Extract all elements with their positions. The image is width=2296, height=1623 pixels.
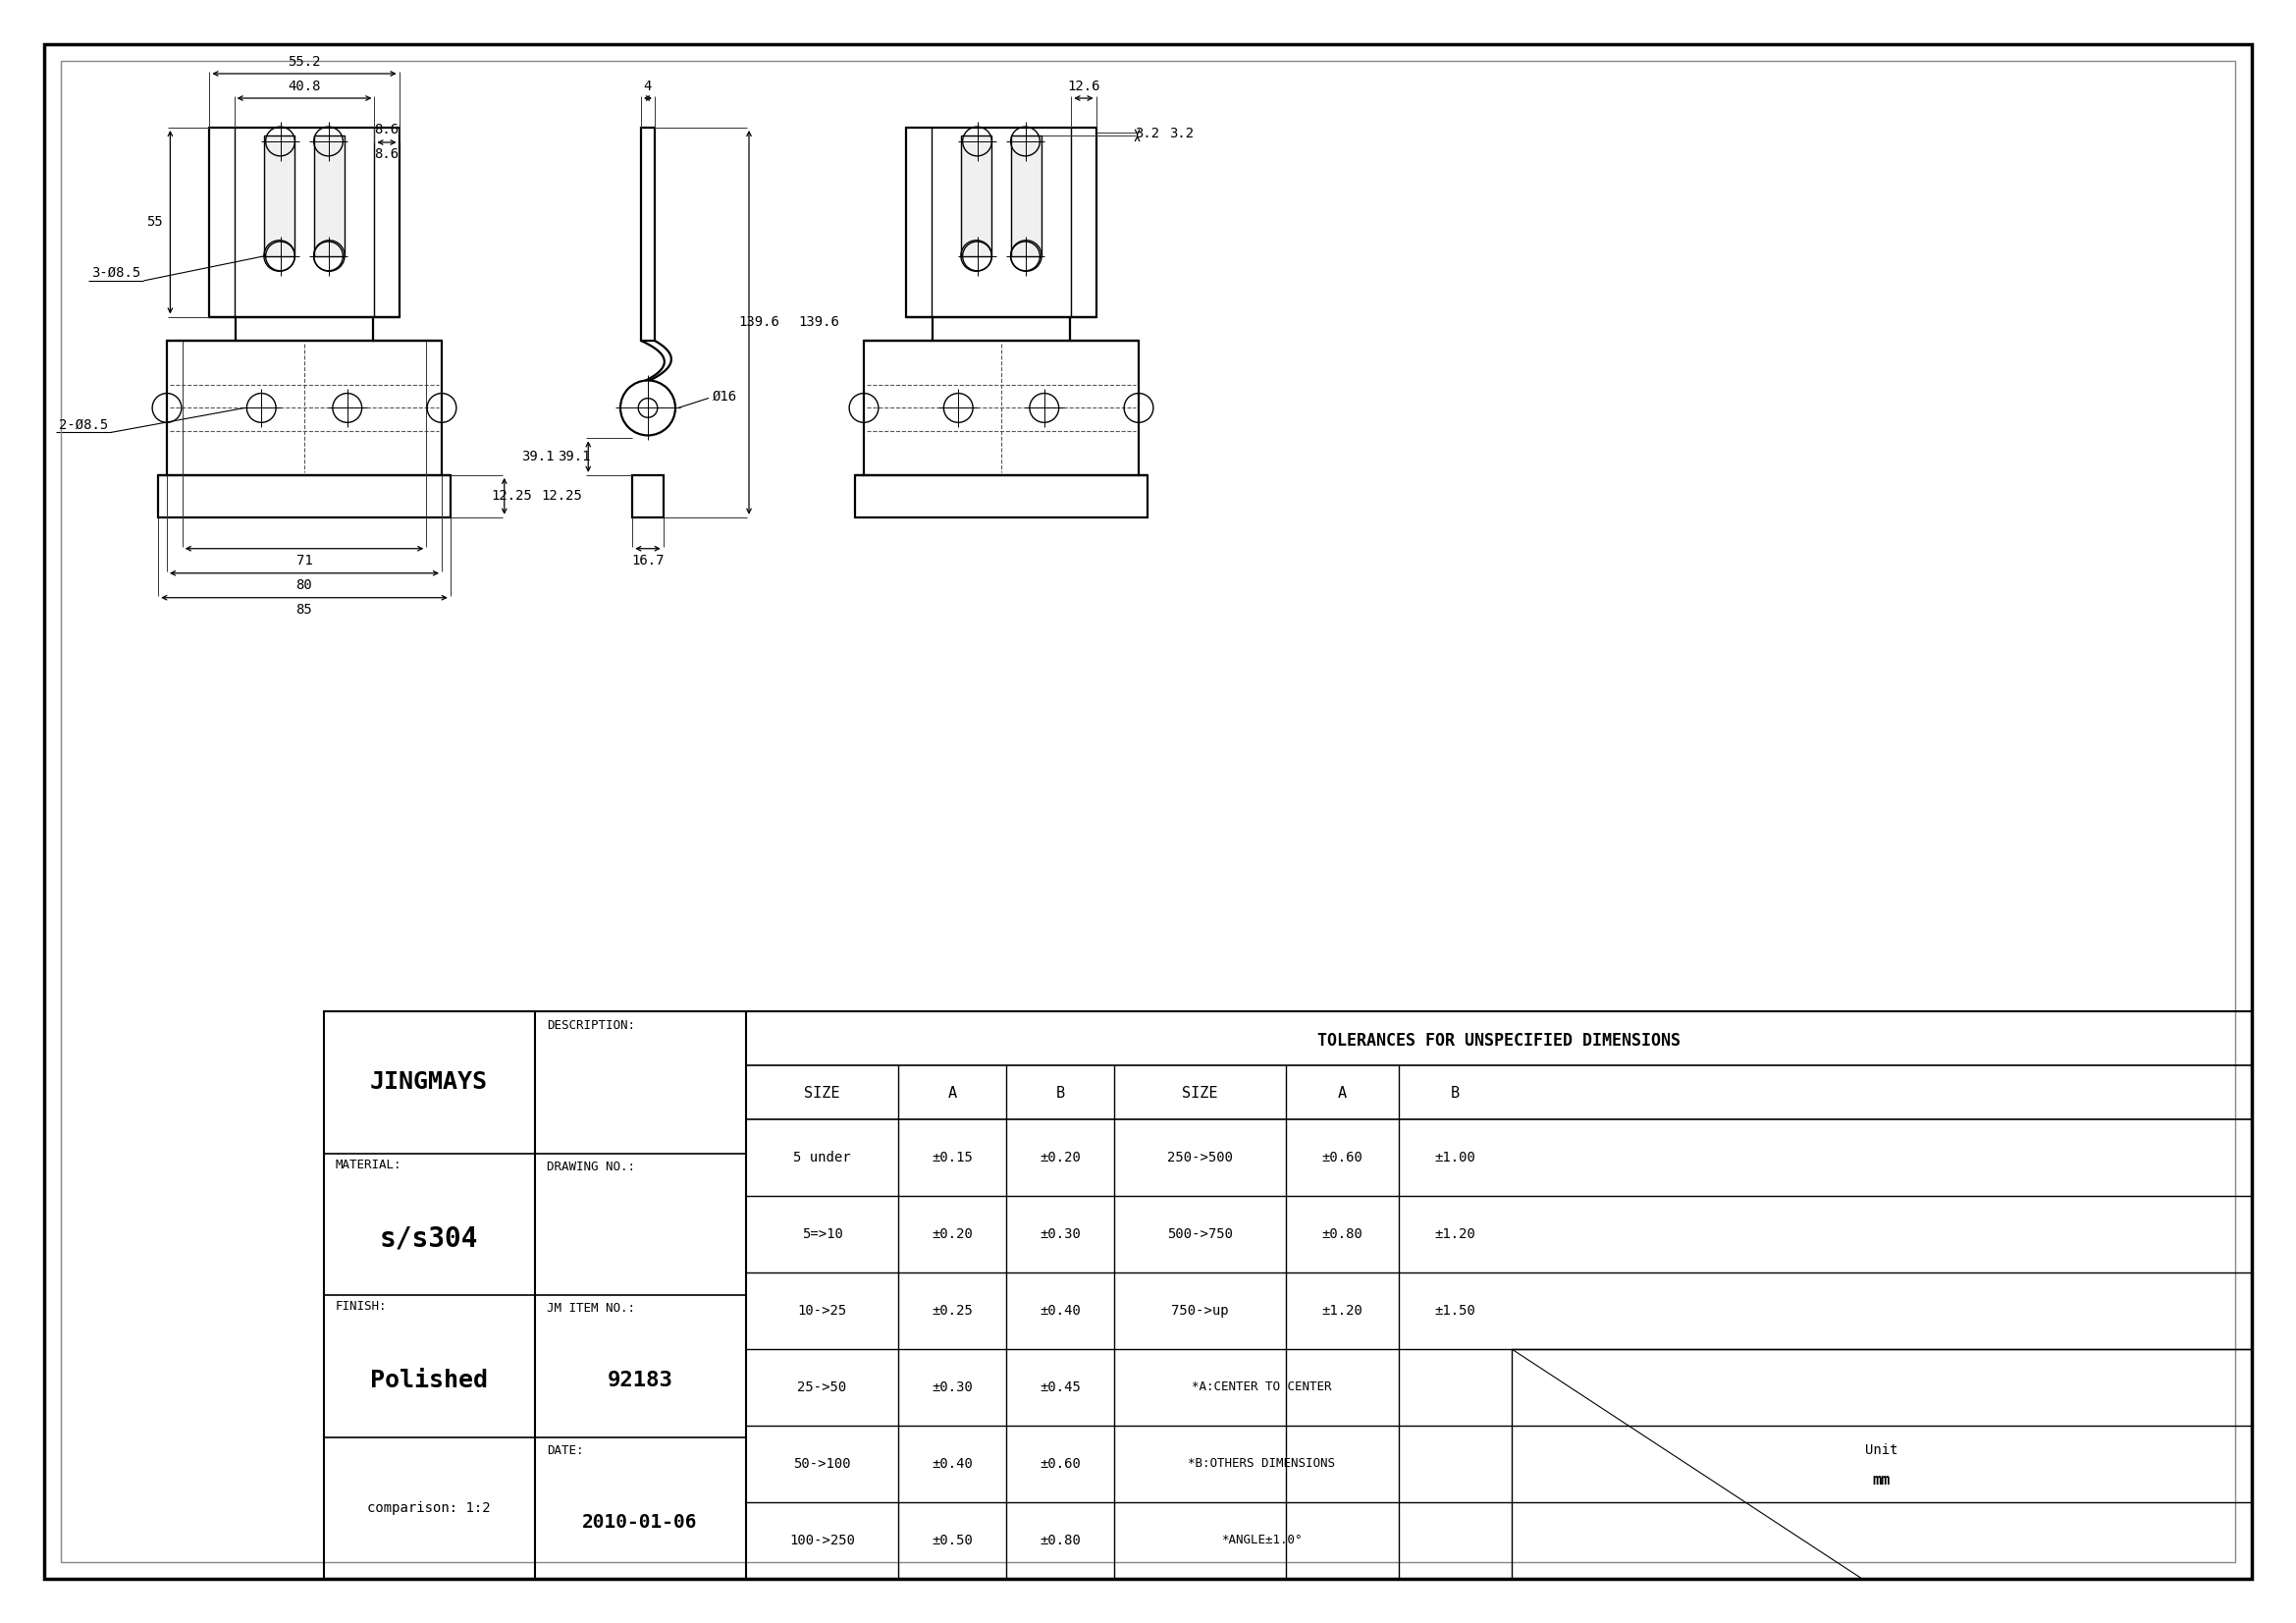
Text: 12.6: 12.6 <box>1068 80 1100 93</box>
Text: 25->50: 25->50 <box>797 1381 847 1394</box>
Text: ±0.80: ±0.80 <box>1040 1534 1081 1547</box>
Text: JINGMAYS: JINGMAYS <box>370 1071 487 1094</box>
Text: comparison: 1:2: comparison: 1:2 <box>367 1501 491 1514</box>
Text: 750->up: 750->up <box>1171 1303 1228 1318</box>
Text: 39.1: 39.1 <box>558 450 590 464</box>
Text: 3.2: 3.2 <box>1134 127 1159 141</box>
Text: 100->250: 100->250 <box>790 1534 854 1547</box>
Text: SIZE: SIZE <box>1182 1086 1217 1100</box>
Text: 55: 55 <box>147 216 163 229</box>
Bar <box>236 316 372 341</box>
Text: MATERIAL:: MATERIAL: <box>335 1159 402 1172</box>
Bar <box>854 476 1148 518</box>
Text: mm: mm <box>1874 1472 1890 1487</box>
Text: A: A <box>948 1086 957 1100</box>
Text: 10->25: 10->25 <box>797 1303 847 1318</box>
Bar <box>907 128 1095 316</box>
Text: 3-Ø8.5: 3-Ø8.5 <box>92 266 140 279</box>
Text: JM ITEM NO.:: JM ITEM NO.: <box>546 1302 636 1315</box>
Bar <box>315 135 344 256</box>
Text: 39.1: 39.1 <box>521 450 553 464</box>
Bar <box>158 476 450 518</box>
Text: 5=>10: 5=>10 <box>801 1227 843 1242</box>
Text: 2-Ø8.5: 2-Ø8.5 <box>60 417 108 432</box>
Text: *B:OTHERS DIMENSIONS: *B:OTHERS DIMENSIONS <box>1187 1457 1334 1470</box>
Bar <box>209 128 400 316</box>
Text: 250->500: 250->500 <box>1166 1151 1233 1164</box>
Text: Ø16: Ø16 <box>712 390 737 403</box>
Bar <box>1010 135 1042 256</box>
Bar <box>264 135 294 256</box>
Text: 92183: 92183 <box>606 1370 673 1389</box>
Text: ±0.40: ±0.40 <box>1040 1303 1081 1318</box>
Bar <box>863 341 1139 476</box>
Text: ±0.40: ±0.40 <box>932 1457 974 1470</box>
Text: SIZE: SIZE <box>804 1086 840 1100</box>
Text: 71: 71 <box>296 553 312 568</box>
Bar <box>324 1011 2252 1579</box>
Text: 85: 85 <box>296 602 312 617</box>
Text: *A:CENTER TO CENTER: *A:CENTER TO CENTER <box>1192 1381 1332 1394</box>
Text: 139.6: 139.6 <box>739 315 778 329</box>
Bar <box>932 316 1070 341</box>
Text: ±0.80: ±0.80 <box>1322 1227 1364 1242</box>
Text: ±0.45: ±0.45 <box>1040 1381 1081 1394</box>
Text: Polished: Polished <box>370 1368 487 1393</box>
Text: 16.7: 16.7 <box>631 553 664 568</box>
Text: DATE:: DATE: <box>546 1444 583 1457</box>
Text: 40.8: 40.8 <box>287 80 321 93</box>
Bar <box>168 341 441 476</box>
Text: ±1.50: ±1.50 <box>1435 1303 1476 1318</box>
Text: ±1.00: ±1.00 <box>1435 1151 1476 1164</box>
Text: 2010-01-06: 2010-01-06 <box>583 1513 698 1532</box>
Text: B: B <box>1451 1086 1460 1100</box>
Text: ±1.20: ±1.20 <box>1322 1303 1364 1318</box>
Bar <box>641 128 654 341</box>
Text: ±0.60: ±0.60 <box>1322 1151 1364 1164</box>
Text: FINISH:: FINISH: <box>335 1300 388 1313</box>
Text: ±0.20: ±0.20 <box>1040 1151 1081 1164</box>
Text: 12.25: 12.25 <box>491 489 533 503</box>
Text: ±0.15: ±0.15 <box>932 1151 974 1164</box>
Text: ±0.20: ±0.20 <box>932 1227 974 1242</box>
Text: ±0.30: ±0.30 <box>1040 1227 1081 1242</box>
Text: s/s304: s/s304 <box>379 1225 478 1251</box>
Text: ±0.30: ±0.30 <box>932 1381 974 1394</box>
Text: 139.6: 139.6 <box>799 315 838 329</box>
Text: 3.2: 3.2 <box>1169 127 1194 141</box>
Text: 12.25: 12.25 <box>542 489 583 503</box>
Text: 8.6: 8.6 <box>374 148 400 161</box>
Text: TOLERANCES FOR UNSPECIFIED DIMENSIONS: TOLERANCES FOR UNSPECIFIED DIMENSIONS <box>1318 1032 1681 1050</box>
Text: ±0.25: ±0.25 <box>932 1303 974 1318</box>
Text: 8.6: 8.6 <box>374 123 400 136</box>
Text: B: B <box>1056 1086 1065 1100</box>
Text: ±1.20: ±1.20 <box>1435 1227 1476 1242</box>
Bar <box>631 476 664 518</box>
Text: 80: 80 <box>296 578 312 592</box>
Text: 4: 4 <box>643 80 652 93</box>
Text: 500->750: 500->750 <box>1166 1227 1233 1242</box>
Text: DESCRIPTION:: DESCRIPTION: <box>546 1019 636 1032</box>
Text: *ANGLE±1.0°: *ANGLE±1.0° <box>1221 1534 1302 1547</box>
Text: 50->100: 50->100 <box>794 1457 852 1470</box>
Text: DRAWING NO.:: DRAWING NO.: <box>546 1160 636 1173</box>
Text: A: A <box>1339 1086 1348 1100</box>
Text: ±0.50: ±0.50 <box>932 1534 974 1547</box>
Text: 5 under: 5 under <box>794 1151 852 1164</box>
Text: 55.2: 55.2 <box>287 55 321 68</box>
Text: ±0.60: ±0.60 <box>1040 1457 1081 1470</box>
Text: Unit: Unit <box>1864 1443 1899 1457</box>
Bar <box>962 135 992 256</box>
